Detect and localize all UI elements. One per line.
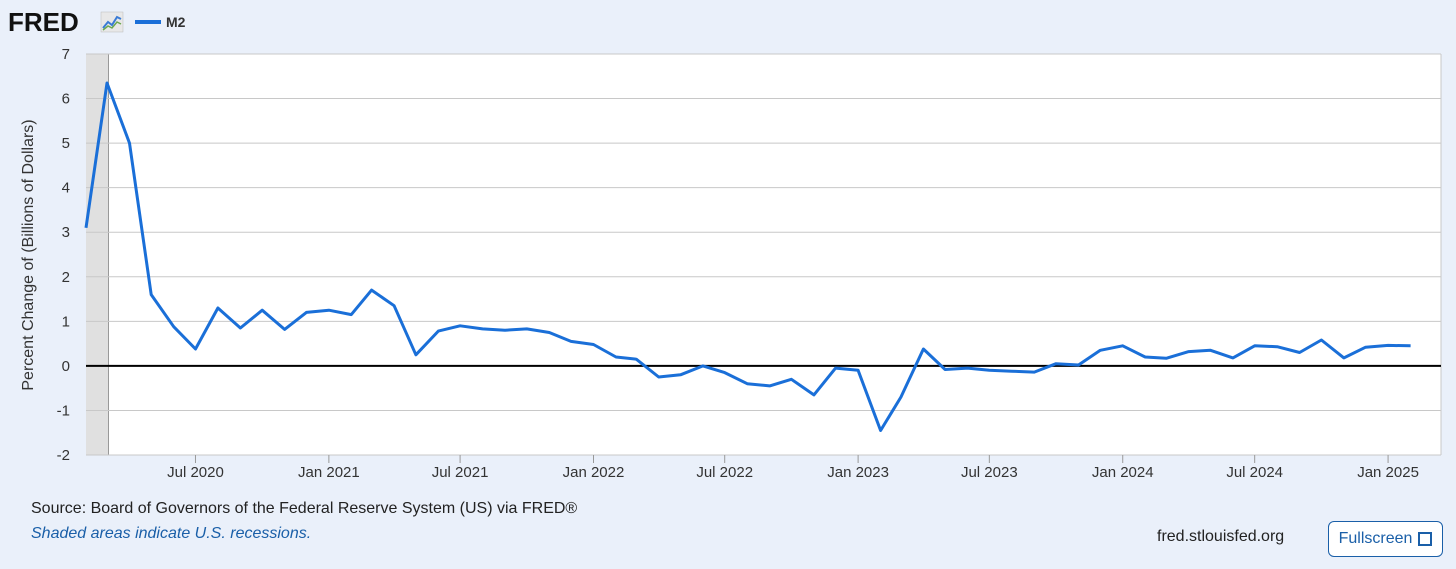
fred-logo-text: FRED [8, 7, 79, 37]
series-line-m2[interactable] [84, 81, 1411, 432]
recession-band [86, 54, 109, 455]
series-layer [84, 81, 1411, 432]
y-axis-label: Percent Change of (Billions of Dollars) [20, 119, 37, 390]
y-tick-label: 5 [62, 135, 70, 152]
y-tick-label: 7 [62, 46, 70, 63]
fullscreen-label: Fullscreen [1338, 530, 1413, 547]
x-tick-label: Jul 2022 [696, 464, 753, 481]
recession-note[interactable]: Shaded areas indicate U.S. recessions. [31, 525, 312, 542]
legend: M2 [135, 14, 186, 30]
x-tick-label: Jan 2025 [1357, 464, 1419, 481]
fred-logo[interactable]: FRED [8, 7, 124, 37]
fullscreen-icon [1418, 532, 1433, 546]
fullscreen-button[interactable]: Fullscreen [1328, 521, 1443, 557]
y-tick-label: 0 [62, 358, 70, 375]
legend-label-m2: M2 [166, 14, 186, 30]
y-tick-label: 1 [62, 313, 70, 330]
x-tick-label: Jul 2024 [1226, 464, 1283, 481]
x-tick-label: Jan 2024 [1092, 464, 1154, 481]
x-axis-ticks: Jul 2020 Jan 2021 Jul 2021 Jan 2022 Jul 2022… [167, 455, 1419, 481]
x-tick-label: Jul 2021 [432, 464, 489, 481]
x-tick-label: Jul 2023 [961, 464, 1018, 481]
trend-line-icon [100, 11, 124, 33]
y-tick-label: -2 [57, 447, 70, 464]
x-tick-label: Jan 2022 [563, 464, 625, 481]
source-text: Source: Board of Governors of the Federa… [31, 500, 578, 517]
x-tick-label: Jul 2020 [167, 464, 224, 481]
y-tick-label: -1 [57, 402, 70, 419]
x-tick-label: Jan 2021 [298, 464, 360, 481]
plot-area [86, 54, 1441, 455]
y-axis-ticks: 7 6 5 4 3 2 1 0 -1 -2 [57, 46, 70, 464]
x-tick-label: Jan 2023 [827, 464, 889, 481]
y-tick-label: 2 [62, 269, 70, 286]
site-link[interactable]: fred.stlouisfed.org [1157, 528, 1285, 545]
recession-shading-layer [86, 54, 109, 455]
y-tick-label: 4 [62, 180, 70, 197]
y-tick-label: 6 [62, 91, 70, 108]
y-tick-label: 3 [62, 224, 70, 241]
